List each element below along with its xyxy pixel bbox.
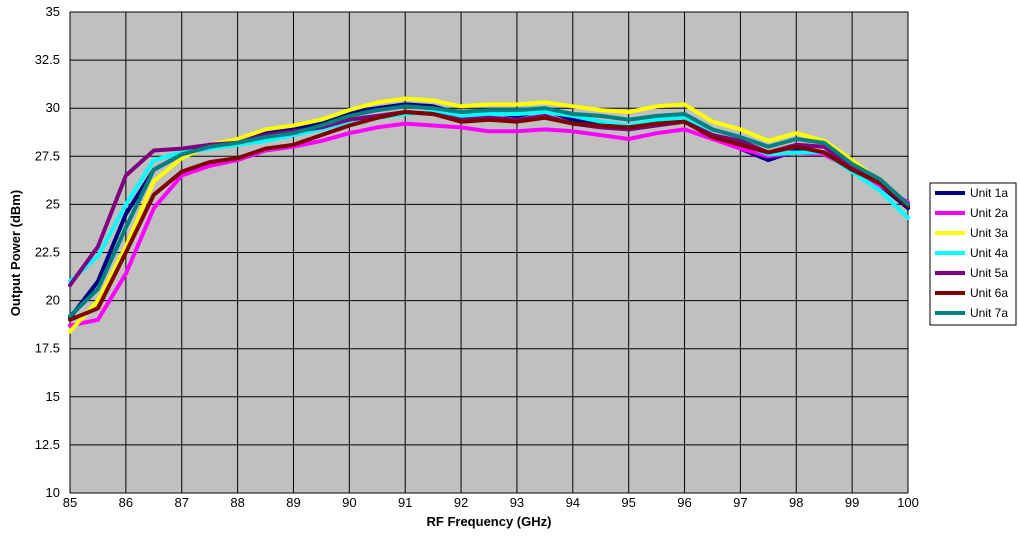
y-tick-label: 30	[46, 100, 60, 115]
x-tick-label: 94	[566, 495, 580, 510]
y-tick-label: 20	[46, 293, 60, 308]
y-tick-label: 35	[46, 4, 60, 19]
x-tick-label: 92	[454, 495, 468, 510]
x-tick-label: 91	[398, 495, 412, 510]
y-tick-label: 32.5	[35, 52, 60, 67]
y-tick-label: 25	[46, 196, 60, 211]
x-tick-label: 97	[733, 495, 747, 510]
x-tick-label: 88	[230, 495, 244, 510]
x-tick-label: 90	[342, 495, 356, 510]
y-tick-label: 22.5	[35, 245, 60, 260]
series-line-6	[68, 110, 910, 322]
y-tick-label: 27.5	[35, 148, 60, 163]
y-axis-ticks: 10 12.5 15 17.5 20 22.5 25 27.5 30 32.5 35	[35, 4, 60, 500]
y-tick-label: 12.5	[35, 437, 60, 452]
y-tick-label: 10	[46, 485, 60, 500]
x-axis-title: RF Frequency (GHz)	[427, 514, 552, 529]
y-axis-title: Output Power (dBm)	[8, 190, 23, 316]
x-tick-label: 98	[789, 495, 803, 510]
x-tick-label: 89	[286, 495, 300, 510]
legend-entry-label: Unit 3a	[970, 226, 1008, 240]
series-line-7	[68, 104, 910, 318]
legend: Unit 1a Unit 2a Unit 3a Unit 4a Unit 5a Unit …	[929, 182, 1017, 326]
y-tick-label: 17.5	[35, 341, 60, 356]
series-lines	[68, 96, 910, 334]
legend-entry-label: Unit 1a	[970, 186, 1008, 200]
legend-entry-label: Unit 7a	[970, 306, 1008, 320]
x-tick-label: 93	[510, 495, 524, 510]
y-tick-label: 15	[46, 389, 60, 404]
x-tick-label: 95	[621, 495, 635, 510]
legend-entry-label: Unit 5a	[970, 266, 1008, 280]
legend-entry-label: Unit 4a	[970, 246, 1008, 260]
x-tick-label: 87	[174, 495, 188, 510]
x-tick-label: 86	[119, 495, 133, 510]
x-tick-label: 96	[677, 495, 691, 510]
x-tick-label: 100	[897, 495, 919, 510]
legend-entry-label: Unit 2a	[970, 206, 1008, 220]
x-axis-ticks: 85 86 87 88 89 90 91 92 93 94 95 96 97 98 99 100	[63, 495, 919, 510]
legend-entry-label: Unit 6a	[970, 286, 1008, 300]
x-tick-label: 85	[63, 495, 77, 510]
x-tick-label: 99	[845, 495, 859, 510]
